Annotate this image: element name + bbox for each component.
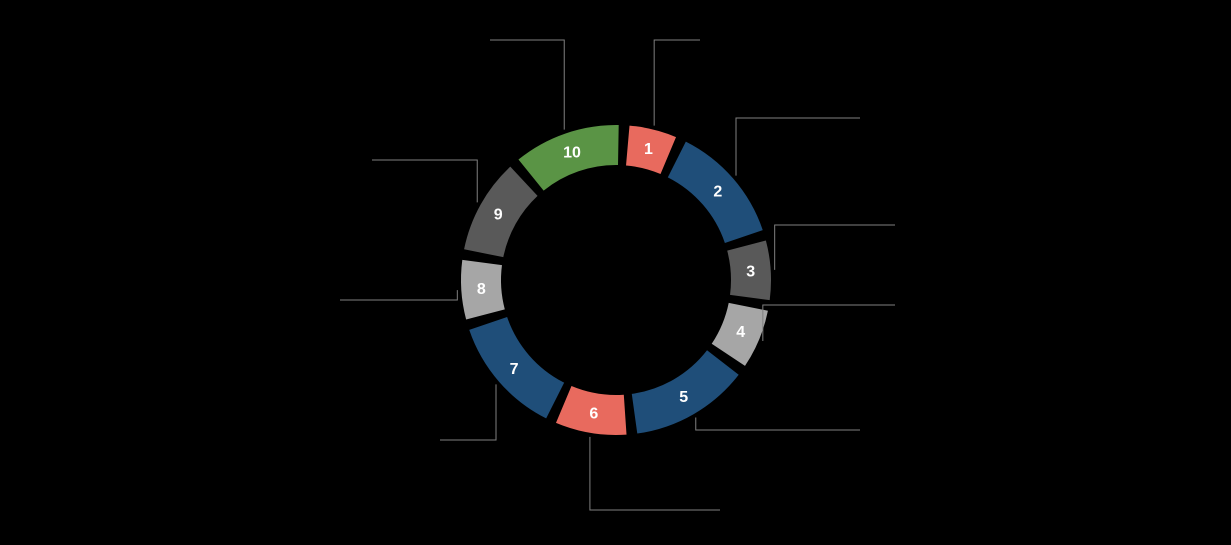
segment-label-6: 6 xyxy=(589,405,598,422)
segment-label-4: 4 xyxy=(736,324,745,341)
donut-segments xyxy=(461,125,771,435)
leader-line-4 xyxy=(763,305,895,341)
leader-line-2 xyxy=(736,118,860,176)
leader-line-1 xyxy=(654,40,700,126)
leader-line-6 xyxy=(590,437,720,510)
leader-line-9 xyxy=(372,160,477,202)
segment-label-3: 3 xyxy=(746,264,755,281)
segment-label-7: 7 xyxy=(510,361,519,378)
leader-line-3 xyxy=(775,225,895,270)
leader-lines xyxy=(340,40,895,510)
leader-line-8 xyxy=(340,290,457,300)
segment-label-1: 1 xyxy=(644,141,653,158)
diagram-stage: 1 2 3 4 5 6 7 8 9 10 xyxy=(0,0,1231,545)
segment-label-8: 8 xyxy=(477,281,486,298)
segment-label-9: 9 xyxy=(494,206,503,223)
leader-line-5 xyxy=(696,418,860,430)
segment-label-10: 10 xyxy=(563,145,581,162)
segment-label-5: 5 xyxy=(679,389,688,406)
leader-line-10 xyxy=(490,40,564,130)
donut-svg: 1 2 3 4 5 6 7 8 9 10 xyxy=(0,0,1231,545)
segment-label-2: 2 xyxy=(713,184,722,201)
leader-line-7 xyxy=(440,384,496,440)
